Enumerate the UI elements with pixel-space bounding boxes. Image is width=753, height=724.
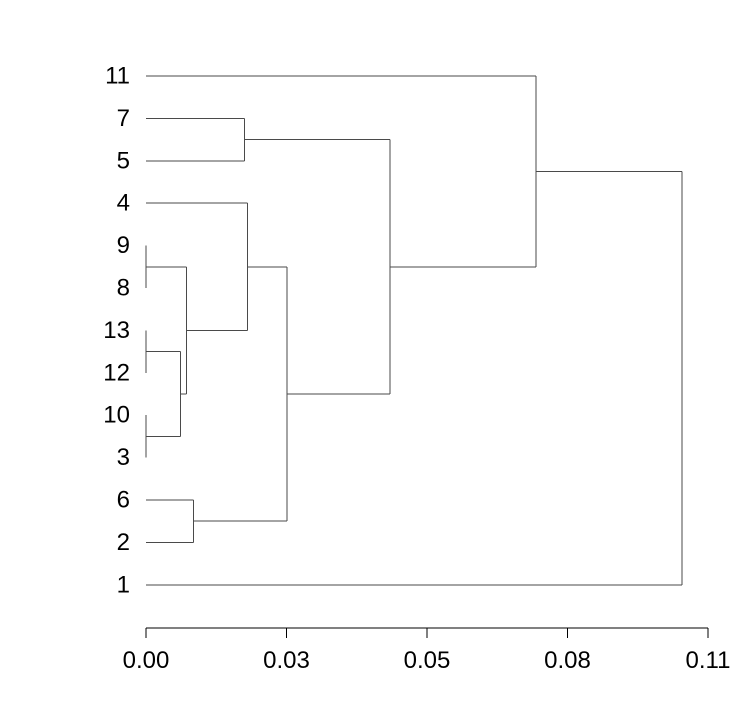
- leaf-label-13: 13: [103, 317, 130, 344]
- x-tick-label-3: 0.08: [544, 647, 591, 674]
- x-axis: 0.00 0.03 0.05 0.08 0.11: [123, 627, 731, 674]
- leaf-label-6: 6: [117, 487, 130, 514]
- leaf-label-2: 2: [117, 529, 130, 556]
- leaf-label-group: 11 7 5 4 9 8 13 12 10 3 6 2 1: [103, 63, 130, 599]
- leaf-label-7: 7: [117, 105, 130, 132]
- branch-group: [145, 75, 683, 586]
- leaf-label-5: 5: [117, 147, 130, 174]
- leaf-label-10: 10: [103, 402, 130, 429]
- leaf-label-4: 4: [117, 190, 130, 217]
- x-tick-label-0: 0.00: [123, 647, 170, 674]
- leaf-label-11: 11: [105, 63, 130, 90]
- x-tick-label-2: 0.05: [404, 647, 451, 674]
- leaf-label-9: 9: [117, 232, 130, 259]
- x-tick-label-1: 0.03: [263, 647, 310, 674]
- x-tick-label-4: 0.11: [686, 647, 731, 674]
- leaf-label-1: 1: [117, 571, 130, 598]
- leaf-label-12: 12: [103, 359, 130, 386]
- leaf-label-8: 8: [117, 275, 130, 302]
- leaf-label-3: 3: [117, 444, 130, 471]
